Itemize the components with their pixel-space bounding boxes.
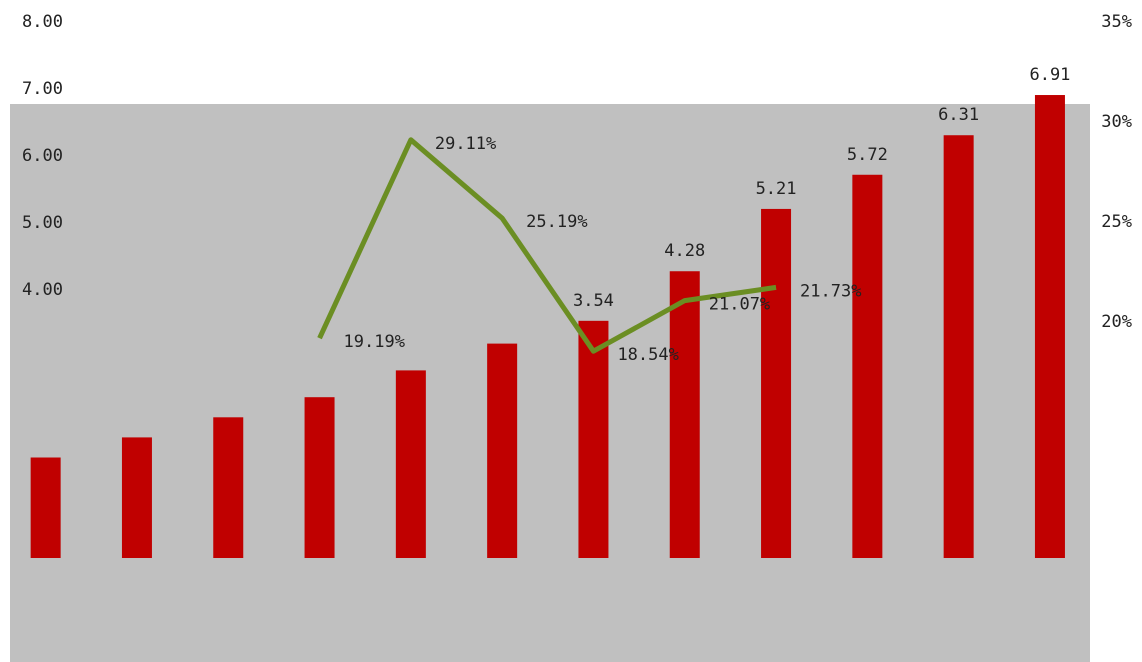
bar-value-label: 6.91: [1029, 65, 1070, 85]
plot-area: [10, 104, 1090, 662]
y2-tick-label: 25%: [1101, 212, 1132, 232]
bar: [487, 343, 518, 558]
line-value-label: 19.19%: [344, 332, 405, 352]
bar-value-label: 4.28: [664, 241, 705, 261]
bar: [578, 320, 609, 558]
y-tick-label: 6.00: [22, 146, 63, 166]
bar: [761, 208, 792, 558]
y2-tick-label: 30%: [1101, 112, 1132, 132]
bar: [943, 135, 974, 559]
bar-value-label: 5.21: [756, 179, 797, 199]
y2-tick-label: 35%: [1101, 12, 1132, 32]
line-value-label: 29.11%: [435, 134, 496, 154]
y-tick-label: 8.00: [22, 12, 63, 32]
y-tick-label: 7.00: [22, 79, 63, 99]
bar: [1034, 95, 1065, 558]
line-value-label: 21.07%: [709, 295, 770, 315]
line-value-label: 25.19%: [526, 212, 587, 232]
bar: [669, 271, 700, 558]
bar: [121, 437, 152, 558]
bar-value-label: 3.54: [573, 291, 614, 311]
bar-value-label: 6.31: [938, 105, 979, 125]
bar: [395, 370, 426, 558]
y-tick-label: 5.00: [22, 213, 63, 233]
bar: [213, 417, 244, 558]
line: [317, 137, 777, 354]
bar-value-label: 5.72: [847, 145, 888, 165]
bar: [30, 457, 61, 558]
y-tick-label: 4.00: [22, 280, 63, 300]
bar: [304, 397, 335, 558]
line-value-label: 21.73%: [800, 281, 861, 301]
y2-tick-label: 20%: [1101, 312, 1132, 332]
bar: [852, 174, 883, 558]
line-value-label: 18.54%: [617, 345, 678, 365]
